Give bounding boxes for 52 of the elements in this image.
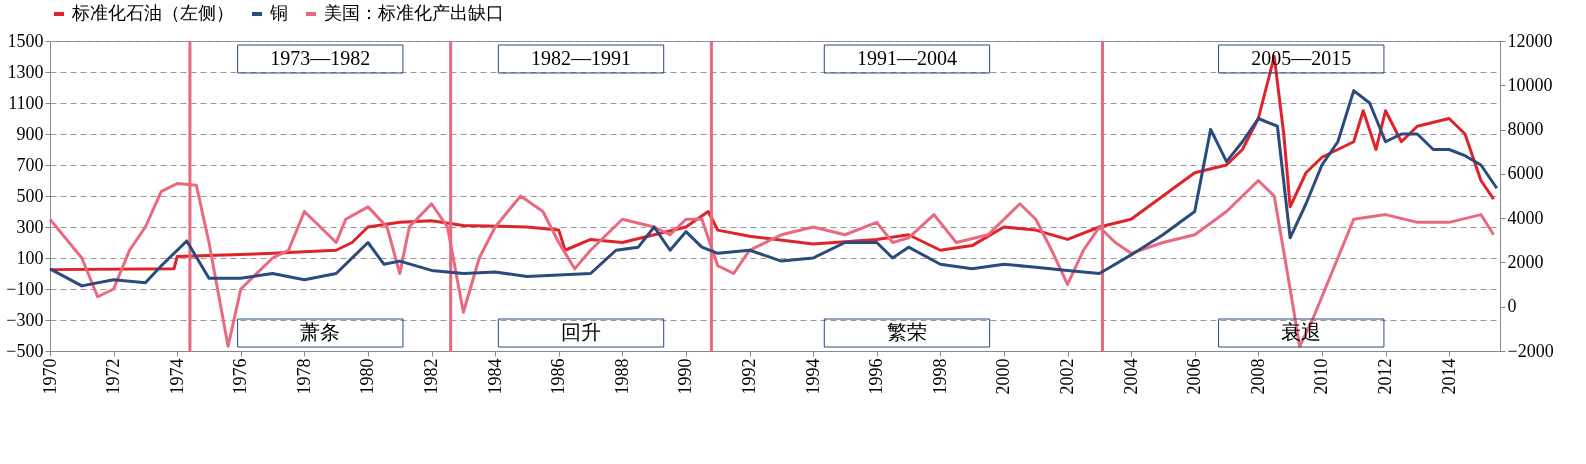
x-tick-label: 2006 xyxy=(1184,358,1205,395)
x-tick-label: 1994 xyxy=(802,358,823,395)
legend-label: 标准化石油（左侧） xyxy=(71,3,234,23)
legend-label: 铜 xyxy=(269,3,288,23)
annotation: 1982—1991 xyxy=(531,47,632,69)
x-tick-label: 2010 xyxy=(1311,358,1332,395)
x-tick-label: 2002 xyxy=(1057,358,1078,395)
y-tick-label: −300 xyxy=(6,309,44,330)
x-tick-label: 1978 xyxy=(293,358,314,395)
x-tick-label: 1982 xyxy=(421,358,442,395)
y-tick-label: 1500 xyxy=(7,30,44,51)
y-tick-label: 700 xyxy=(16,154,44,175)
x-tick-label: 2014 xyxy=(1438,358,1459,395)
x-tick-label: 1976 xyxy=(230,358,251,395)
x-tick-label: 1996 xyxy=(866,358,887,395)
y-tick-label: 100 xyxy=(16,247,44,268)
x-tick-label: 1988 xyxy=(611,358,632,395)
y-tick-label: 300 xyxy=(16,216,44,237)
y-tick-label: 900 xyxy=(16,123,44,144)
x-tick-label: 1992 xyxy=(739,358,760,395)
y2-tick-label: 6000 xyxy=(1507,163,1544,184)
x-tick-label: 2008 xyxy=(1247,358,1268,395)
line-series xyxy=(48,89,1499,288)
y2-tick-label: 12000 xyxy=(1507,30,1553,51)
y2-tick-label: 0 xyxy=(1507,296,1517,317)
x-tick-label: 1998 xyxy=(929,358,950,395)
y-tick-label: 1300 xyxy=(7,61,44,82)
x-tick-label: 1984 xyxy=(484,358,505,395)
x-tick-label: 1986 xyxy=(548,358,569,395)
y2-tick-label: 2000 xyxy=(1507,251,1544,272)
x-tick-label: 1990 xyxy=(675,358,696,395)
annotation: 繁荣 xyxy=(886,321,927,343)
annotation: 1991—2004 xyxy=(856,47,957,69)
x-tick-label: 1972 xyxy=(103,358,124,395)
x-tick-label: 1980 xyxy=(357,358,378,395)
y-tick-label: −100 xyxy=(6,278,44,299)
y2-tick-label: 4000 xyxy=(1507,207,1544,228)
legend-label: 美国：标准化产出缺口 xyxy=(324,3,504,23)
y2-tick-label: 8000 xyxy=(1507,119,1544,140)
x-tick-label: 2000 xyxy=(993,358,1014,395)
annotation: 萧条 xyxy=(300,321,341,343)
y-tick-label: 500 xyxy=(16,185,44,206)
annotation: 1973—1982 xyxy=(270,47,371,69)
x-tick-label: 2012 xyxy=(1375,358,1396,395)
y-tick-label: 1100 xyxy=(8,92,44,113)
annotation: 回升 xyxy=(561,321,602,343)
x-tick-label: 1974 xyxy=(166,358,187,395)
x-tick-label: 1970 xyxy=(39,358,60,395)
y2-tick-label: −2000 xyxy=(1507,340,1554,361)
y2-tick-label: 10000 xyxy=(1507,74,1553,95)
x-tick-label: 2004 xyxy=(1120,358,1141,395)
y-tick-label: −500 xyxy=(6,340,44,361)
